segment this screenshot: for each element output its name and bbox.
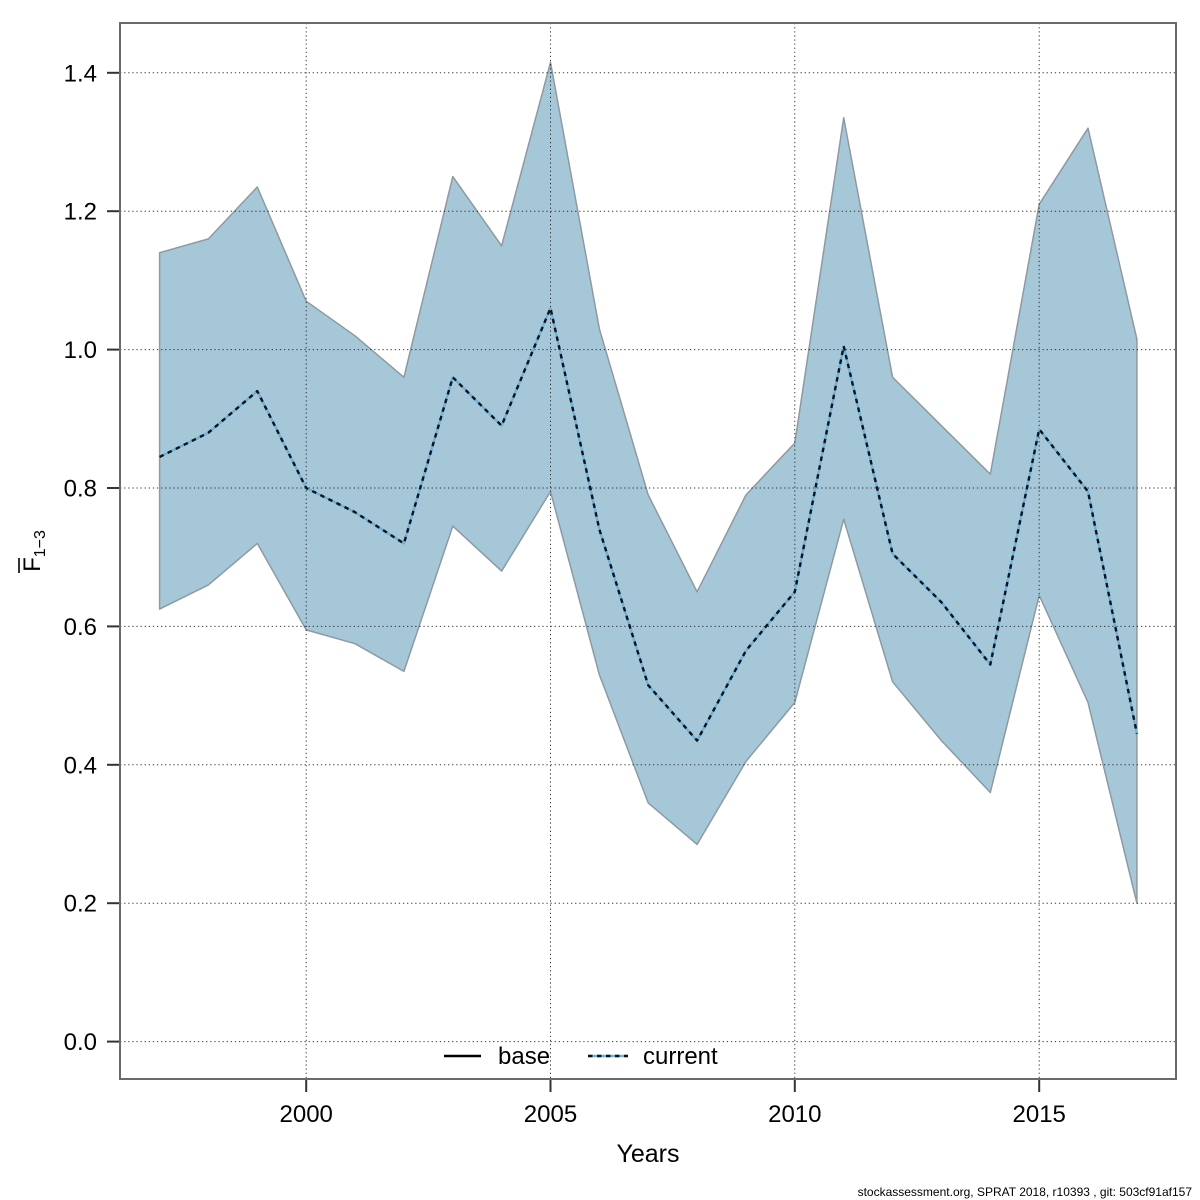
- legend-base-label: base: [498, 1043, 550, 1070]
- legend-current-label: current: [643, 1043, 718, 1070]
- y-axis-title-subscript: 1−3: [32, 530, 49, 557]
- x-tick-label-2010: 2010: [768, 1101, 821, 1128]
- legend: base current: [444, 1043, 718, 1070]
- current-line: [159, 306, 1139, 742]
- y-tick-label-0.8: 0.8: [64, 476, 97, 503]
- plot-border: [119, 22, 1177, 1080]
- y-tick-label-1.2: 1.2: [64, 199, 97, 226]
- svg-text:F1−3: F1−3: [19, 530, 49, 572]
- y-tick-label-0.0: 0.0: [64, 1029, 97, 1056]
- x-axis-title: Years: [616, 1140, 679, 1168]
- y-axis-title: F1−3: [18, 530, 49, 573]
- y-axis-title-base: F: [19, 557, 46, 572]
- y-tick-label-1.0: 1.0: [64, 337, 97, 364]
- y-tick-label-1.4: 1.4: [64, 60, 97, 87]
- footer-credit: stockassessment.org, SPRAT 2018, r10393 …: [858, 1185, 1193, 1199]
- current-line-layer: [159, 306, 1139, 742]
- x-tick-label-2015: 2015: [1013, 1101, 1066, 1128]
- y-tick-label-0.4: 0.4: [64, 752, 97, 779]
- y-tick-label-0.2: 0.2: [64, 891, 97, 918]
- y-tick-label-0.6: 0.6: [64, 614, 97, 641]
- x-tick-label-2000: 2000: [280, 1101, 333, 1128]
- axis-ticks-and-labels: 0.0 0.2 0.4 0.6 0.8 1.0 1.2 1.4 2000 2005 2010 2015: [64, 60, 1066, 1128]
- x-tick-label-2005: 2005: [524, 1101, 577, 1128]
